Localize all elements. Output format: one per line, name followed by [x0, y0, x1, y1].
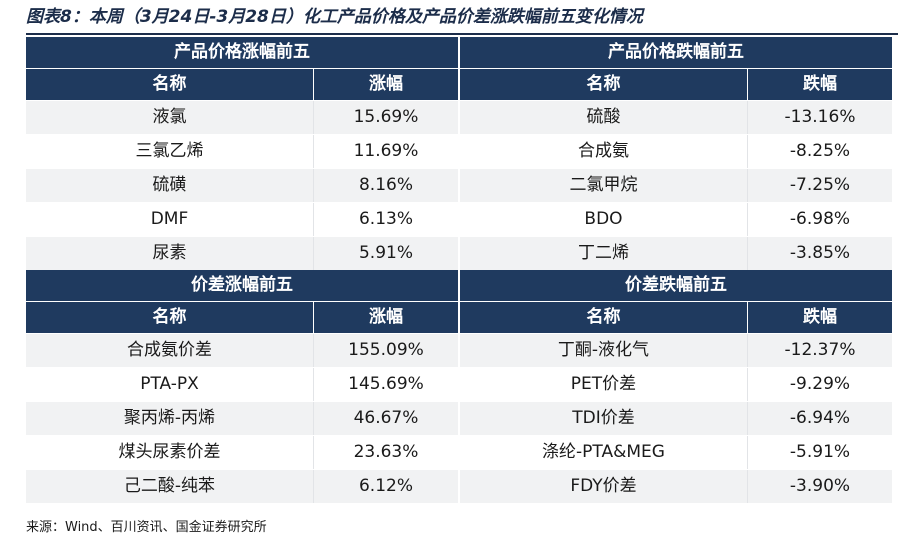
- change-percent: -7.25%: [747, 169, 892, 202]
- source-note: 来源：Wind、百川资讯、国金证券研究所: [26, 520, 267, 535]
- product-name: 二氯甲烷: [569, 175, 638, 195]
- table-row: BDO -6.98%: [460, 202, 892, 236]
- table-row: 聚丙烯-丙烯 46.67%: [26, 401, 458, 435]
- change-percent: -3.90%: [747, 470, 892, 503]
- change-percent: 145.69%: [313, 368, 458, 401]
- change-percent: -8.25%: [747, 135, 892, 168]
- change-percent: -3.85%: [747, 237, 892, 270]
- change-percent: 23.63%: [313, 436, 458, 469]
- product-name: 涤纶-PTA&MEG: [542, 442, 665, 462]
- change-percent: 155.09%: [313, 334, 458, 367]
- product-name: TDI价差: [572, 408, 635, 428]
- section-title: 产品价格跌幅前五: [460, 37, 892, 68]
- change-percent: -6.98%: [747, 203, 892, 236]
- spread-down-panel: 价差跌幅前五名称 跌幅丁酮-液化气 -12.37% PET价差 -9.29% TDI价差 -…: [458, 270, 892, 503]
- column-header-change: 涨幅: [313, 302, 458, 333]
- change-percent: 8.16%: [313, 169, 458, 202]
- column-header-row: 名称 涨幅: [26, 68, 458, 100]
- product-name: 丁二烯: [578, 243, 629, 263]
- table-row: 煤头尿素价差 23.63%: [26, 435, 458, 469]
- change-percent: -9.29%: [747, 368, 892, 401]
- comparison-grid: 产品价格涨幅前五 名称 涨幅 液氯 15.69% 三氯乙烯 11.69% 硫磺 8.16% DMF…: [26, 37, 892, 503]
- product-name: 合成氨价差: [127, 340, 212, 360]
- price-up-panel: 产品价格涨幅前五 名称 涨幅 液氯 15.69% 三氯乙烯 11.69% 硫磺 8.16% DMF…: [26, 37, 458, 270]
- section-title: 价差涨幅前五: [26, 270, 458, 301]
- table-row: DMF 6.13%: [26, 202, 458, 236]
- change-percent: 6.13%: [313, 203, 458, 236]
- column-header-name: 名称: [586, 74, 621, 94]
- product-name: DMF: [150, 209, 189, 229]
- product-name: 三氯乙烯: [135, 141, 204, 161]
- table-row: 己二酸-纯苯 6.12%: [26, 469, 458, 503]
- table-row: 丁二烯 -3.85%: [460, 236, 892, 270]
- table-row: TDI价差 -6.94%: [460, 401, 892, 435]
- product-name: 己二酸-纯苯: [123, 476, 216, 496]
- product-name: 聚丙烯-丙烯: [123, 408, 216, 428]
- column-header-change: 跌幅: [747, 69, 892, 100]
- product-name: 煤头尿素价差: [118, 442, 221, 462]
- table-row: 硫磺 8.16%: [26, 168, 458, 202]
- product-name: 硫酸: [586, 107, 621, 127]
- column-header-name: 名称: [152, 74, 187, 94]
- change-percent: -12.37%: [747, 334, 892, 367]
- table-row: 丁酮-液化气 -12.37%: [460, 333, 892, 367]
- column-header-change: 涨幅: [313, 69, 458, 100]
- column-header-row: 名称 跌幅: [460, 301, 892, 333]
- price-panels: 产品价格涨幅前五 名称 涨幅 液氯 15.69% 三氯乙烯 11.69% 硫磺 8.16% DMF…: [26, 37, 892, 270]
- table-row: 合成氨 -8.25%: [460, 134, 892, 168]
- table-row: 液氯 15.69%: [26, 100, 458, 134]
- change-percent: 6.12%: [313, 470, 458, 503]
- title-rule: [26, 33, 898, 35]
- change-percent: 5.91%: [313, 237, 458, 270]
- table-row: 涤纶-PTA&MEG -5.91%: [460, 435, 892, 469]
- table-row: 二氯甲烷 -7.25%: [460, 168, 892, 202]
- product-name: PET价差: [570, 374, 637, 394]
- change-percent: -5.91%: [747, 436, 892, 469]
- table-row: 硫酸 -13.16%: [460, 100, 892, 134]
- section-title: 价差跌幅前五: [460, 270, 892, 301]
- change-percent: -13.16%: [747, 101, 892, 134]
- table-row: 合成氨价差 155.09%: [26, 333, 458, 367]
- column-header-name: 名称: [152, 307, 187, 327]
- section-title: 产品价格涨幅前五: [26, 37, 458, 68]
- product-name: BDO: [584, 209, 623, 229]
- table-row: 尿素 5.91%: [26, 236, 458, 270]
- table-row: PTA-PX 145.69%: [26, 367, 458, 401]
- column-header-change: 跌幅: [747, 302, 892, 333]
- column-header-row: 名称 跌幅: [460, 68, 892, 100]
- product-name: 硫磺: [152, 175, 187, 195]
- spread-up-panel: 价差涨幅前五 名称 涨幅 合成氨价差 155.09% PTA-PX 145.69% 聚丙烯-丙…: [26, 270, 458, 503]
- product-name: PTA-PX: [140, 374, 199, 394]
- product-name: 合成氨: [578, 141, 629, 161]
- product-name: 丁酮-液化气: [557, 340, 650, 360]
- price-down-panel: 产品价格跌幅前五名称 跌幅硫酸 -13.16% 合成氨 -8.25% 二氯甲烷 -7.25%…: [458, 37, 892, 270]
- change-percent: 11.69%: [313, 135, 458, 168]
- product-name: FDY价差: [570, 476, 637, 496]
- figure-title: 图表8：本周（3月24日-3月28日）化工产品价格及产品价差涨跌幅前五变化情况: [26, 7, 643, 27]
- table-row: 三氯乙烯 11.69%: [26, 134, 458, 168]
- product-name: 液氯: [152, 107, 187, 127]
- spread-panels: 价差涨幅前五 名称 涨幅 合成氨价差 155.09% PTA-PX 145.69% 聚丙烯-丙…: [26, 270, 892, 503]
- change-percent: 46.67%: [313, 402, 458, 435]
- column-header-row: 名称 涨幅: [26, 301, 458, 333]
- column-header-name: 名称: [586, 307, 621, 327]
- change-percent: -6.94%: [747, 402, 892, 435]
- product-name: 尿素: [152, 243, 187, 263]
- change-percent: 15.69%: [313, 101, 458, 134]
- table-row: PET价差 -9.29%: [460, 367, 892, 401]
- table-row: FDY价差 -3.90%: [460, 469, 892, 503]
